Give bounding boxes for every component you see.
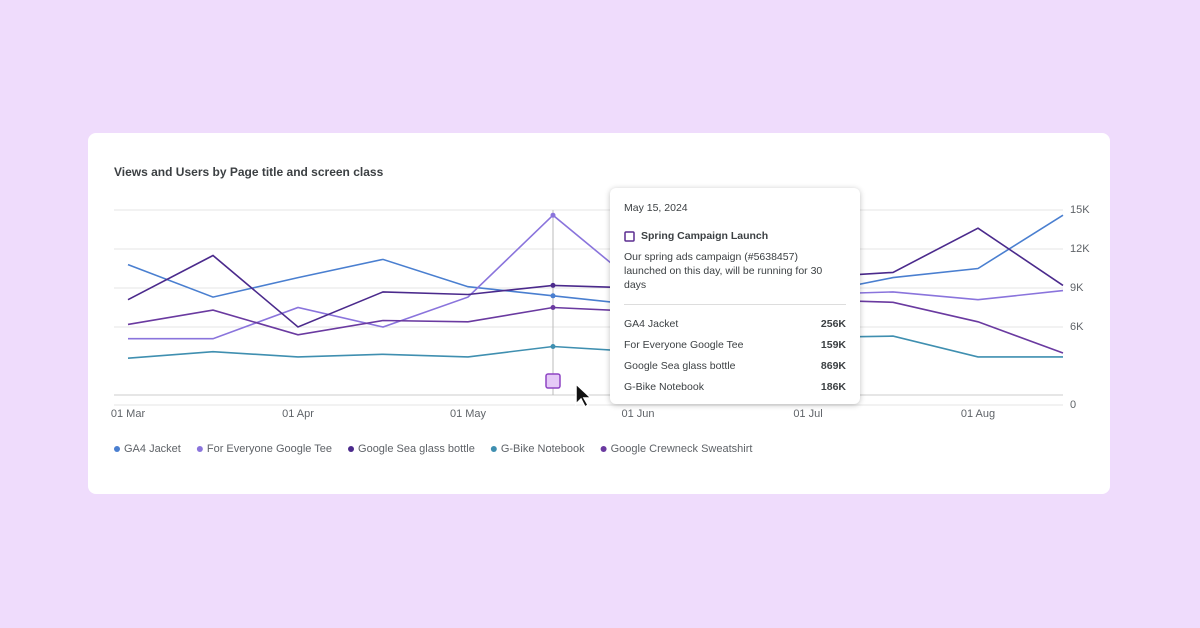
x-tick-label: 01 Jun bbox=[621, 408, 654, 420]
cursor bbox=[575, 382, 593, 409]
y-tick-label: 15K bbox=[1070, 204, 1090, 216]
series-line bbox=[127, 214, 1064, 306]
legend-label: GA4 Jacket bbox=[124, 443, 181, 455]
tooltip-row-value: 256K bbox=[820, 317, 846, 330]
divider bbox=[624, 304, 846, 305]
tooltip-row: GA4 Jacket 256K bbox=[624, 313, 846, 334]
hover-dot bbox=[550, 344, 556, 349]
tooltip-date: May 15, 2024 bbox=[624, 202, 688, 214]
hover-dot bbox=[550, 282, 556, 288]
x-tick-label: 01 Apr bbox=[282, 408, 314, 420]
tooltip-row-value: 159K bbox=[820, 338, 846, 351]
note-title: Spring Campaign Launch bbox=[641, 230, 769, 242]
series-line bbox=[127, 227, 1064, 328]
tooltip-row-name: Google Sea glass bottle bbox=[624, 359, 736, 372]
note-text: Our spring ads campaign (#5638457) launc… bbox=[624, 251, 823, 291]
x-tick-label: 01 May bbox=[450, 408, 487, 420]
hover-dot bbox=[550, 212, 556, 218]
legend-dot bbox=[348, 446, 355, 452]
y-tick-label: 9K bbox=[1070, 282, 1084, 294]
y-tick-label: 12K bbox=[1070, 243, 1090, 255]
annotation-marker[interactable] bbox=[545, 373, 561, 389]
legend-dot bbox=[490, 446, 497, 452]
tooltip-row-name: GA4 Jacket bbox=[624, 317, 679, 330]
y-tick-label: 0 bbox=[1070, 399, 1076, 411]
legend-label: Google Crewneck Sweatshirt bbox=[611, 443, 753, 455]
tooltip-row-value: 869K bbox=[820, 359, 846, 372]
x-tick-label: 01 Aug bbox=[961, 408, 995, 420]
hover-dot bbox=[550, 305, 556, 310]
note-title-row: Spring Campaign Launch bbox=[624, 230, 846, 242]
tooltip-row: G-Bike Notebook 186K bbox=[624, 376, 846, 397]
legend-label: G-Bike Notebook bbox=[501, 443, 585, 455]
x-tick-label: 01 Mar bbox=[111, 408, 146, 420]
tooltip-row: For Everyone Google Tee 159K bbox=[624, 334, 846, 355]
tooltip-row-name: G-Bike Notebook bbox=[624, 380, 704, 393]
legend-label: For Everyone Google Tee bbox=[207, 443, 332, 455]
legend-dot bbox=[196, 446, 203, 452]
legend-dot bbox=[600, 446, 607, 452]
chart-title: Views and Users by Page title and screen… bbox=[114, 165, 384, 179]
tooltip-row-value: 186K bbox=[820, 380, 846, 393]
tooltip-rows: GA4 Jacket 256K For Everyone Google Tee 159… bbox=[624, 313, 846, 397]
note-icon bbox=[624, 230, 635, 242]
tooltip-row: Google Sea glass bottle 869K bbox=[624, 355, 846, 376]
tooltip: May 15, 2024 Spring Campaign Launch Our … bbox=[610, 188, 860, 404]
series-line bbox=[127, 298, 1064, 354]
x-tick-label: 01 Jul bbox=[793, 408, 822, 420]
tooltip-row-name: For Everyone Google Tee bbox=[624, 338, 744, 351]
legend-label: Google Sea glass bottle bbox=[358, 443, 475, 455]
legend-dot bbox=[114, 446, 120, 452]
y-tick-label: 6K bbox=[1070, 321, 1084, 333]
hover-dot bbox=[550, 293, 556, 299]
series-line bbox=[128, 214, 1064, 340]
series-line bbox=[127, 335, 1063, 359]
